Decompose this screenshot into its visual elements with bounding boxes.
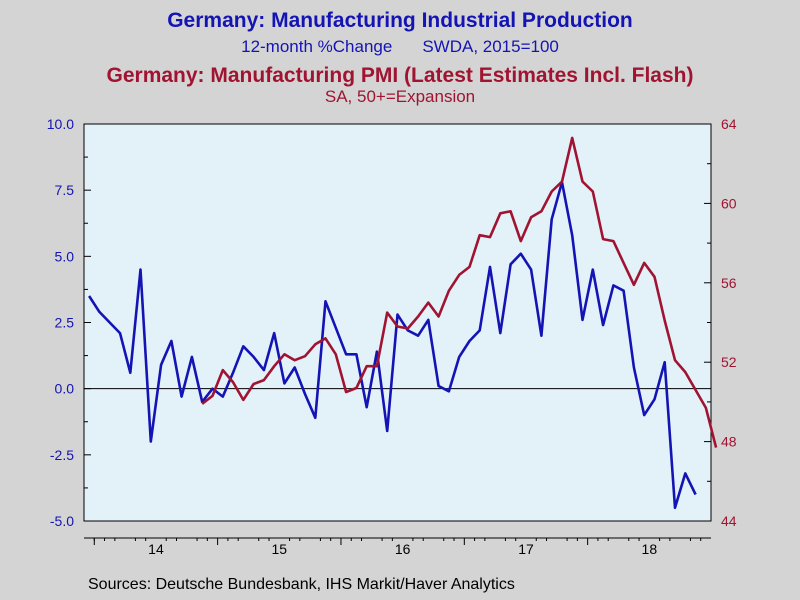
right-tick-label: 60: [721, 195, 737, 211]
chart-title-pmi: Germany: Manufacturing PMI (Latest Estim…: [106, 64, 694, 87]
series-line-pmi: [201, 136, 718, 448]
source-note: Sources: Deutsche Bundesbank, IHS Markit…: [88, 576, 515, 593]
right-tick-label: 56: [721, 275, 737, 291]
left-tick-label: -5.0: [50, 513, 74, 529]
subtitle-ip-right: SWDA, 2015=100: [422, 37, 559, 56]
x-tick-label: 17: [518, 541, 534, 557]
chart-title-ip: Germany: Manufacturing Industrial Produc…: [167, 9, 633, 32]
right-tick-label: 64: [721, 116, 737, 132]
right-tick-label: 52: [721, 354, 737, 370]
chart-subtitle-pmi: SA, 50+=Expansion: [324, 87, 476, 106]
left-tick-label: 10.0: [47, 116, 74, 132]
right-tick-label: 44: [721, 513, 737, 529]
left-tick-label: 2.5: [55, 315, 75, 331]
left-tick-label: 7.5: [55, 182, 75, 198]
chart-subtitle-ip: 12-month %Change SWDA, 2015=100: [0, 37, 800, 57]
x-tick-label: 15: [272, 541, 288, 557]
x-tick-label: 18: [642, 541, 658, 557]
x-tick-label: 16: [395, 541, 411, 557]
right-tick-label: 48: [721, 434, 737, 450]
subtitle-ip-left: 12-month %Change: [241, 37, 393, 56]
series-line-industrial-production: [88, 180, 697, 510]
x-tick-label: 14: [148, 541, 164, 557]
left-tick-label: 0.0: [55, 381, 75, 397]
left-tick-label: 5.0: [55, 248, 75, 264]
left-tick-label: -2.5: [50, 447, 74, 463]
